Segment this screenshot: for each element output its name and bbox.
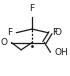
Text: O: O: [0, 38, 7, 47]
Text: O: O: [55, 28, 62, 37]
Text: F: F: [30, 4, 35, 13]
Text: F: F: [7, 28, 12, 37]
Text: F: F: [52, 28, 57, 37]
Text: OH: OH: [55, 48, 69, 57]
